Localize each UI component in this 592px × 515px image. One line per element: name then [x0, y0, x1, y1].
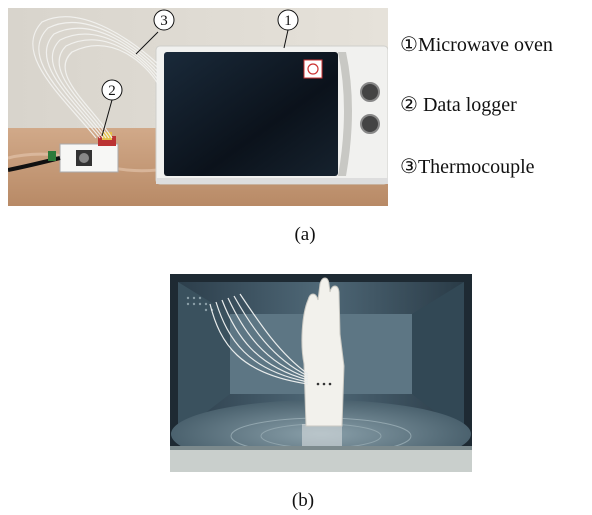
callout-1: 1 [284, 13, 292, 29]
legend-label-1: Microwave oven [417, 34, 553, 56]
callout-markers: 3 1 2 [101, 9, 299, 137]
microwave-oven [155, 45, 388, 185]
thermocouple-wires [32, 16, 159, 139]
legend-marker-3: ③ [400, 156, 418, 178]
callout-3: 3 [160, 13, 168, 29]
legend-label-3: Thermocouple [417, 156, 535, 178]
thermocouple-wires [209, 293, 309, 385]
microwave-interior-photo [170, 274, 472, 472]
data-logger [59, 132, 119, 173]
caption-b: (b) [291, 490, 315, 511]
legend-thermocouple: ③Thermocouple [400, 154, 535, 179]
legend-marker-1: ① [400, 34, 418, 56]
callout-2: 2 [108, 83, 116, 99]
legend-microwave-oven: ①Microwave oven [400, 32, 553, 57]
legend-marker-2: ② [400, 94, 418, 116]
hand-model [301, 277, 345, 450]
caption-a: (a) [294, 224, 316, 245]
legend-data-logger: ② Data logger [400, 92, 517, 117]
setup-photo: 3 1 2 [8, 8, 388, 206]
legend-label-2: Data logger [417, 94, 517, 116]
